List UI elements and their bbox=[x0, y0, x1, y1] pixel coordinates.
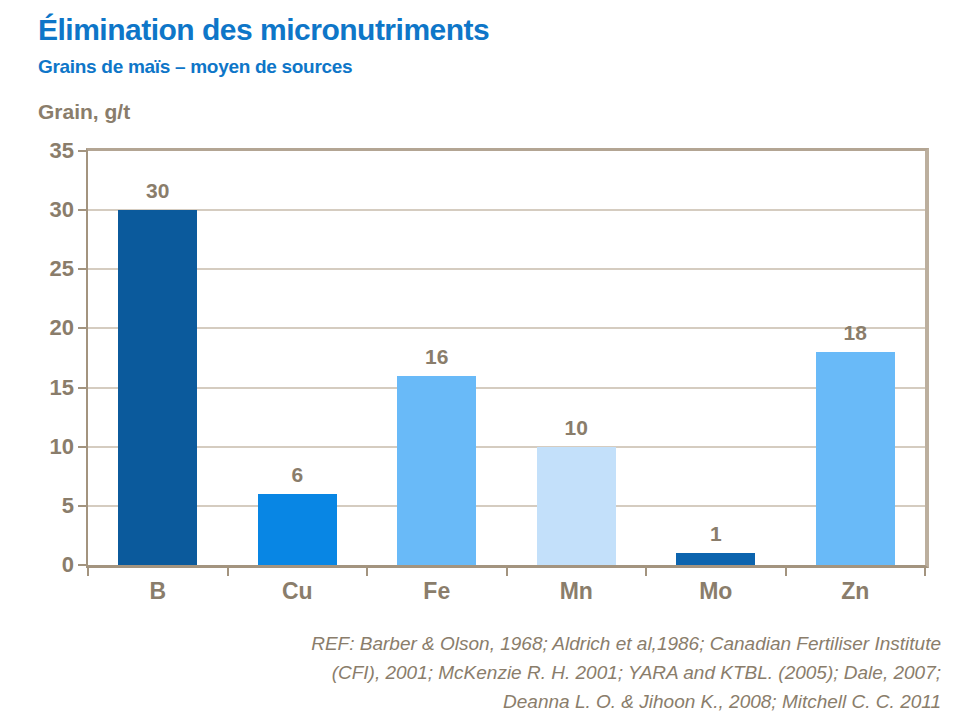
x-tick-mark bbox=[785, 568, 787, 576]
bar-Mo bbox=[676, 553, 755, 565]
x-category-label: Mo bbox=[646, 578, 786, 605]
x-category-label: Cu bbox=[228, 578, 368, 605]
gridline bbox=[88, 327, 925, 329]
y-tick-mark bbox=[78, 209, 88, 211]
bar-value-label: 6 bbox=[257, 463, 337, 487]
y-axis-unit-label: Grain, g/t bbox=[38, 100, 130, 124]
chart-subtitle: Grains de maïs – moyen de sources bbox=[38, 56, 352, 78]
y-tick-mark bbox=[78, 446, 88, 448]
gridline bbox=[88, 209, 925, 211]
y-tick-label: 20 bbox=[24, 315, 74, 341]
bar-Mn bbox=[537, 447, 616, 565]
reference-line: Deanna L. O. & Jihoon K., 2008; Mitchell… bbox=[311, 687, 941, 716]
y-tick-mark bbox=[78, 564, 88, 566]
gridline bbox=[88, 387, 925, 389]
x-category-label: B bbox=[88, 578, 228, 605]
gridline bbox=[88, 268, 925, 270]
page-title: Élimination des micronutriments bbox=[38, 13, 489, 47]
plot-area: 30 6 16 10 1 18 bbox=[86, 148, 929, 568]
reference-line: REF: Barber & Olson, 1968; Aldrich et al… bbox=[311, 629, 941, 658]
gridline bbox=[88, 446, 925, 448]
bar-value-label: 1 bbox=[676, 522, 756, 546]
x-tick-mark bbox=[87, 568, 89, 576]
bar-B bbox=[118, 210, 197, 565]
x-tick-mark bbox=[366, 568, 368, 576]
y-tick-label: 25 bbox=[24, 256, 74, 282]
y-tick-mark bbox=[78, 505, 88, 507]
x-category-label: Fe bbox=[367, 578, 507, 605]
y-tick-label: 0 bbox=[24, 552, 74, 578]
x-category-label: Mn bbox=[507, 578, 647, 605]
bar-Cu bbox=[258, 494, 337, 565]
y-tick-mark bbox=[78, 268, 88, 270]
y-tick-label: 30 bbox=[24, 197, 74, 223]
bar-value-label: 30 bbox=[118, 179, 198, 203]
y-tick-mark bbox=[78, 327, 88, 329]
x-tick-mark bbox=[227, 568, 229, 576]
reference-text: REF: Barber & Olson, 1968; Aldrich et al… bbox=[311, 629, 941, 716]
bar-value-label: 10 bbox=[536, 416, 616, 440]
x-tick-mark bbox=[645, 568, 647, 576]
y-tick-mark bbox=[78, 150, 88, 152]
x-tick-mark bbox=[924, 568, 926, 576]
y-tick-mark bbox=[78, 387, 88, 389]
gridline bbox=[88, 505, 925, 507]
bar-Zn bbox=[816, 352, 895, 565]
reference-line: (CFI), 2001; McKenzie R. H. 2001; YARA a… bbox=[311, 658, 941, 687]
bar-Fe bbox=[397, 376, 476, 565]
bar-value-label: 16 bbox=[397, 345, 477, 369]
x-category-label: Zn bbox=[786, 578, 926, 605]
x-tick-mark bbox=[506, 568, 508, 576]
y-tick-label: 35 bbox=[24, 138, 74, 164]
y-tick-label: 5 bbox=[24, 493, 74, 519]
y-tick-label: 15 bbox=[24, 375, 74, 401]
bar-value-label: 18 bbox=[815, 321, 895, 345]
y-tick-label: 10 bbox=[24, 434, 74, 460]
